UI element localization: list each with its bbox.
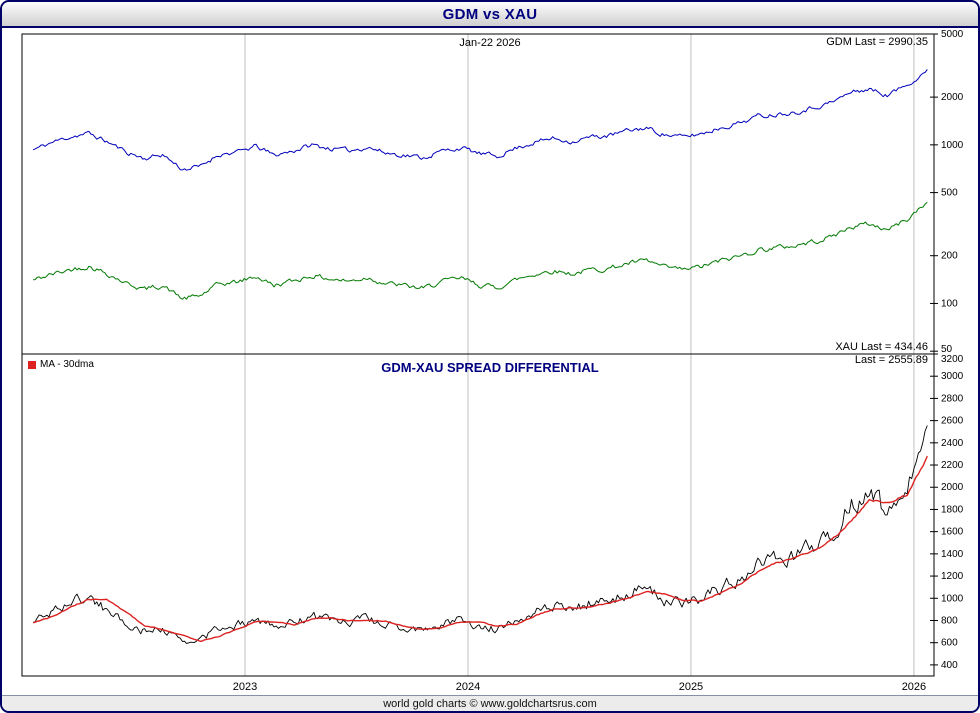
y-axis-tick-label: 1000 [941,593,964,604]
y-axis-tick-label: 500 [941,188,958,199]
y-axis-tick-label: 2800 [941,393,964,404]
y-axis-tick-label: 600 [941,638,958,649]
ma-legend-swatch-icon [28,360,36,369]
panel-frame [21,33,935,355]
y-axis-tick-label: 1000 [941,140,964,151]
x-axis-tick-label: 2023 [233,681,257,693]
y-axis-tick-label: 100 [941,298,958,309]
x-axis-tick-label: 2024 [456,681,480,693]
y-axis-tick-label: 2000 [941,92,964,103]
title-bar: GDM vs XAU [2,2,978,28]
spread-panel-title: GDM-XAU SPREAD DIFFERENTIAL [381,360,599,375]
y-axis-tick-label: 800 [941,615,958,626]
y-axis-tick-label: 5000 [941,29,964,40]
y-axis-tick-label: 400 [941,660,958,671]
chart-area: 2023 2024 2025 2026 5000 2000 1000 500 200 100 50 3… [2,28,978,695]
y-axis-tick-label: 2200 [941,460,964,471]
footer-text: world gold charts © www.goldchartsrus.co… [383,697,597,710]
ma-line [32,455,928,642]
chart-svg: 2023 2024 2025 2026500020001000500200100503… [21,29,964,693]
xau-line [33,201,928,300]
gdm-line [32,69,928,171]
spread-last-annotation: Last = 2555.89 [854,354,928,366]
y-axis-tick-label: 2400 [941,438,964,449]
date-annotation: Jan-22 2026 [459,37,521,49]
y-axis-tick-label: 1400 [941,549,964,560]
panel-frame [21,353,935,677]
y-axis-tick-label: 200 [941,251,958,262]
y-axis-tick-label: 50 [941,344,953,355]
y-axis-tick-label: 3200 [941,354,964,365]
spread-line [33,425,928,644]
y-axis-tick-label: 1200 [941,571,964,582]
y-axis-tick-label: 1600 [941,527,964,538]
y-axis-tick-label: 1800 [941,504,964,515]
x-axis-tick-label: 2026 [902,681,926,693]
xau-last-annotation: XAU Last = 434.46 [835,341,928,353]
chart-title: GDM vs XAU [442,5,538,23]
ma-legend: MA - 30dma [28,359,94,370]
y-axis-tick-label: 3000 [941,371,964,382]
x-axis-tick-label: 2025 [679,681,703,693]
gdm-last-annotation: GDM Last = 2990.35 [826,36,928,48]
footer-bar: world gold charts © www.goldchartsrus.co… [2,695,978,711]
y-axis-tick-label: 2600 [941,416,964,427]
ma-legend-label: MA - 30dma [40,359,94,370]
y-axis-tick-label: 2000 [941,482,964,493]
